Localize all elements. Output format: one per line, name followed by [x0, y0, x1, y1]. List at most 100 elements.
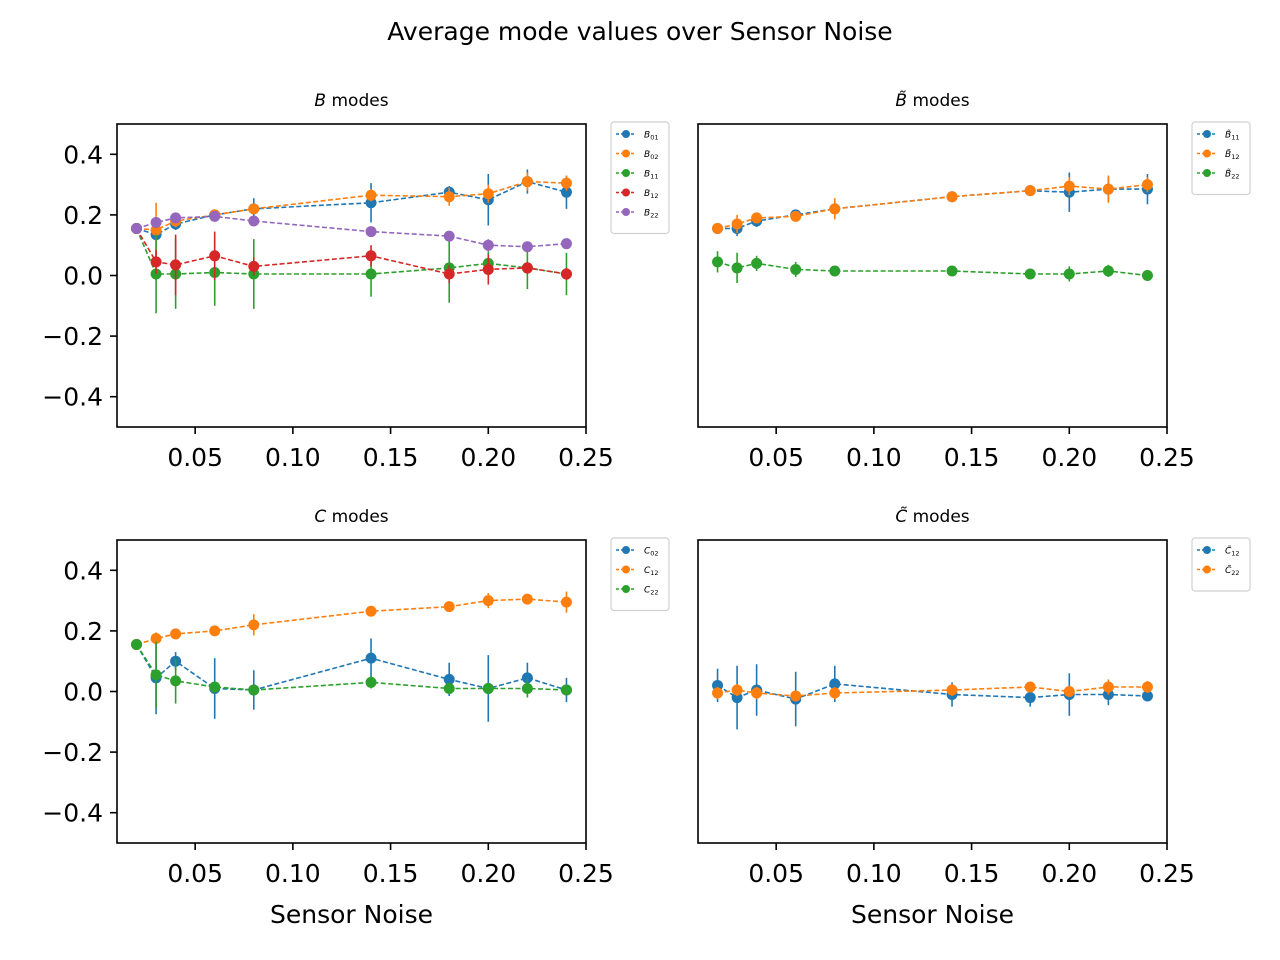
data-point — [560, 177, 572, 189]
x-tick-label: 0.05 — [748, 859, 804, 888]
legend-label-base: B — [644, 131, 650, 141]
x-tick-label: 0.15 — [944, 443, 1000, 472]
data-point — [170, 628, 182, 640]
series-c22 — [131, 639, 572, 709]
series-line — [135, 228, 567, 275]
x-tick-label: 0.10 — [846, 859, 902, 888]
data-point — [365, 226, 377, 238]
legend-label-subscript: 11 — [650, 173, 658, 181]
y-tick-label: −0.2 — [42, 738, 103, 767]
data-point — [1024, 692, 1036, 704]
data-point — [443, 601, 455, 613]
data-point — [248, 215, 260, 227]
data-point — [365, 652, 377, 664]
legend-label: B02 — [644, 150, 658, 161]
y-tick-label: 0.2 — [63, 201, 103, 230]
axes-frame — [697, 539, 1168, 844]
legend-marker — [1203, 169, 1211, 177]
data-point — [482, 595, 494, 607]
legend-label: C02 — [644, 547, 659, 558]
legend-marker — [1203, 565, 1211, 574]
data-point — [731, 692, 743, 704]
y-tick-label: −0.2 — [42, 322, 103, 351]
data-point — [946, 684, 958, 696]
x-axis-label: Sensor Noise — [851, 900, 1014, 929]
series-line — [717, 683, 1148, 700]
legend-label-base: B — [644, 209, 650, 219]
x-tick-label: 0.15 — [363, 443, 419, 472]
legend-box — [1191, 537, 1251, 592]
x-tick-label: 0.20 — [460, 443, 516, 472]
x-axis-label: Sensor Noise — [270, 900, 433, 929]
axes-frame — [697, 123, 1168, 428]
legend-label: B22 — [644, 209, 658, 220]
data-point — [170, 212, 182, 224]
data-point — [170, 675, 182, 687]
data-point — [209, 625, 221, 637]
legend-marker — [622, 546, 630, 554]
legend-label-subscript: 02 — [650, 153, 658, 161]
data-point — [1102, 183, 1114, 195]
data-point — [560, 186, 572, 198]
legend-label-subscript: 12 — [650, 569, 658, 577]
panel-title-text: modes — [907, 91, 970, 111]
data-point — [521, 593, 533, 605]
data-point — [1024, 268, 1036, 280]
data-point — [248, 203, 260, 215]
data-point — [443, 682, 455, 694]
data-point — [131, 639, 143, 651]
series-b-tilde-22 — [712, 251, 1153, 284]
series-b-tilde-12 — [712, 175, 1153, 235]
axes-frame — [116, 123, 587, 428]
data-point — [731, 684, 743, 696]
legend-label-base: C̃ — [1225, 545, 1232, 557]
data-point — [790, 210, 802, 222]
series-line — [135, 644, 567, 691]
data-point — [248, 619, 260, 631]
series-line — [717, 261, 1148, 277]
legend-label-base: B — [644, 150, 650, 160]
data-point — [731, 218, 743, 230]
data-point — [1141, 179, 1153, 191]
data-point — [248, 684, 260, 696]
x-tick-label: 0.05 — [167, 859, 223, 888]
x-tick-label: 0.20 — [460, 859, 516, 888]
series-c-tilde-22 — [712, 679, 1153, 702]
series-line — [717, 686, 1148, 697]
data-point — [482, 188, 494, 200]
data-point — [209, 210, 221, 222]
legend-marker — [622, 149, 630, 158]
data-point — [560, 238, 572, 250]
data-point — [712, 679, 724, 691]
y-tick-label: 0.2 — [63, 617, 103, 646]
data-point — [712, 687, 724, 699]
data-point — [790, 263, 802, 275]
legend-box — [610, 537, 670, 612]
data-point — [829, 687, 841, 699]
legend-label: B̃22 — [1225, 168, 1239, 181]
data-point — [790, 690, 802, 702]
data-point — [150, 224, 162, 236]
data-point — [829, 678, 841, 690]
data-point — [482, 682, 494, 694]
data-point — [365, 250, 377, 262]
data-point — [521, 672, 533, 684]
legend-label-subscript: 01 — [650, 134, 658, 142]
data-point — [365, 676, 377, 688]
data-point — [829, 203, 841, 215]
panel-title: B modes — [314, 91, 388, 111]
series-line — [136, 180, 567, 231]
data-point — [1141, 681, 1153, 693]
data-point — [482, 239, 494, 251]
x-tick-label: 0.15 — [944, 859, 1000, 888]
legend-marker — [1203, 546, 1211, 554]
legend-label-subscript: 22 — [1231, 569, 1239, 577]
data-point — [150, 632, 162, 644]
data-point — [209, 681, 221, 693]
data-point — [443, 230, 455, 242]
legend-label-base: B̃ — [1225, 148, 1231, 160]
data-point — [443, 673, 455, 685]
figure-title: Average mode values over Sensor Noise — [387, 17, 892, 46]
legend-label-base: B — [644, 189, 650, 199]
